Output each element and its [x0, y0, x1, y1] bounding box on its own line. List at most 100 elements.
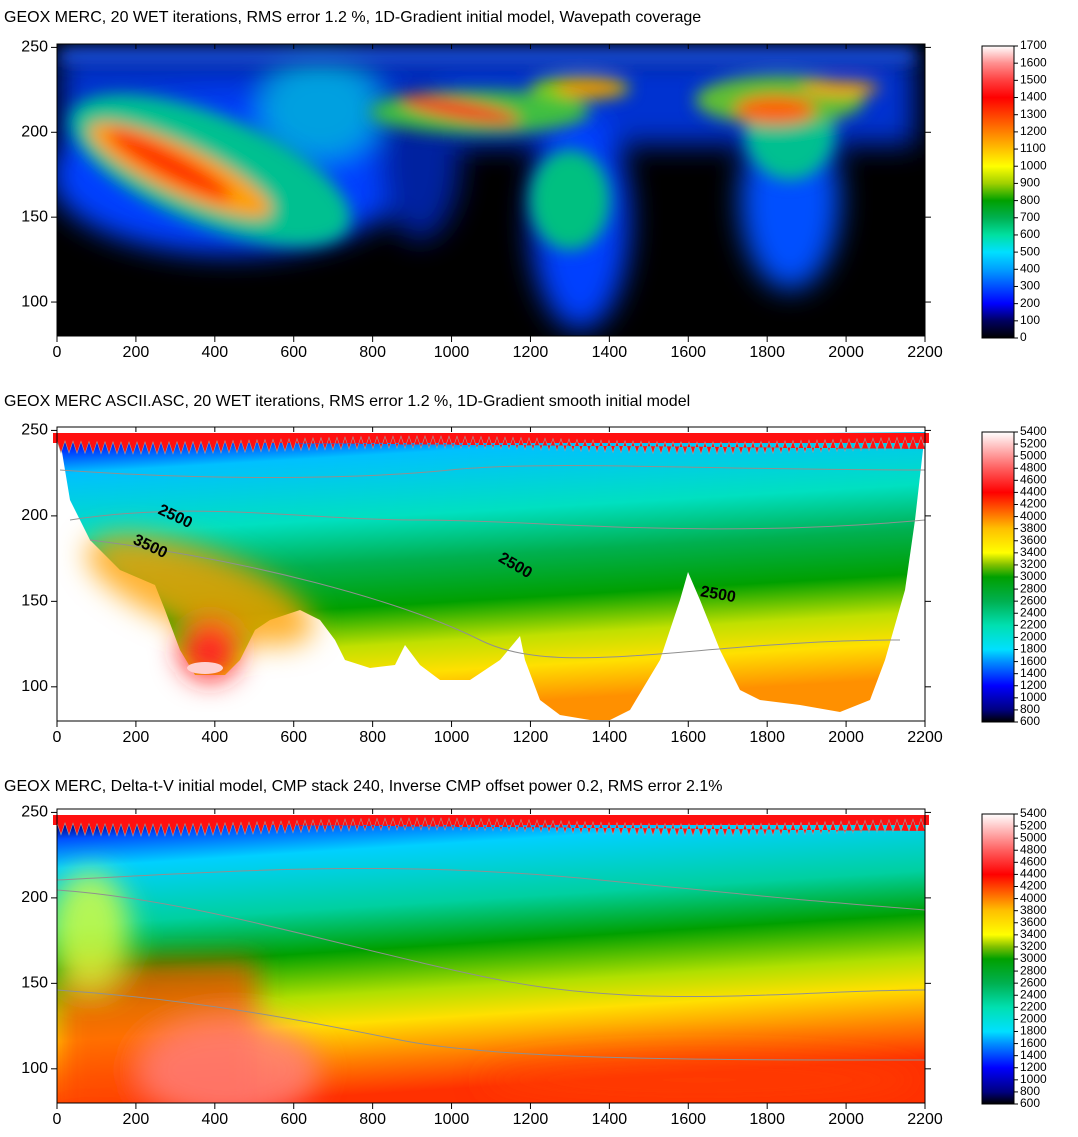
colorbar-tick-label: 1400: [1020, 90, 1047, 104]
colorbar-tick-label: 3800: [1020, 903, 1047, 917]
y-tick-label: 200: [21, 123, 48, 140]
y-tick-label: 250: [21, 804, 48, 821]
colorbar-tick-label: 5400: [1020, 424, 1047, 438]
colorbar-tick-label: 1200: [1020, 124, 1047, 138]
colorbar-tick-label: 4200: [1020, 879, 1047, 893]
x-tick-label: 1400: [592, 729, 628, 746]
y-tick-label: 150: [21, 975, 48, 992]
x-tick-label: 200: [123, 729, 150, 746]
colorbar-tick-label: 3800: [1020, 521, 1047, 535]
colorbar-tick-label: 800: [1020, 193, 1040, 207]
x-tick-label: 0: [53, 344, 62, 361]
x-tick-label: 1000: [434, 729, 470, 746]
colorbar-tick-label: 600: [1020, 714, 1040, 728]
chart-title: GEOX MERC, Delta-t-V initial model, CMP …: [4, 778, 722, 795]
receiver-markers: [56, 435, 926, 455]
colorbar-tick-label: 900: [1020, 176, 1040, 190]
colorbar-tick-label: 0: [1020, 330, 1027, 344]
x-tick-label: 1200: [513, 729, 549, 746]
x-tick-label: 600: [280, 344, 307, 361]
x-tick-label: 1200: [513, 344, 549, 361]
x-tick-label: 800: [359, 729, 386, 746]
x-tick-label: 2200: [907, 729, 943, 746]
colorbar-tick-label: 3000: [1020, 951, 1047, 965]
colorbar-tick-label: 3200: [1020, 557, 1047, 571]
colorbar-tick-label: 4800: [1020, 842, 1047, 856]
colorbar-tick-label: 1600: [1020, 654, 1047, 668]
colorbar-tick-label: 1800: [1020, 642, 1047, 656]
x-tick-label: 1400: [592, 344, 628, 361]
colorbar-tick-label: 5200: [1020, 436, 1047, 450]
colorbar-tick-label: 3600: [1020, 915, 1047, 929]
colorbar-tick-label: 1400: [1020, 1048, 1047, 1062]
x-tick-label: 1800: [749, 344, 785, 361]
x-tick-label: 2000: [828, 729, 864, 746]
velocity-image: [59, 432, 925, 720]
receiver-band: [53, 815, 929, 825]
x-tick-label: 400: [201, 344, 228, 361]
x-tick-label: 1400: [592, 1111, 628, 1128]
colorbar-tick-label: 800: [1020, 1084, 1040, 1098]
x-tick-label: 1600: [670, 1111, 706, 1128]
colorbar-tick-label: 2600: [1020, 593, 1047, 607]
colorbar-tick-label: 5200: [1020, 818, 1047, 832]
coverage-image: [57, 44, 925, 336]
x-tick-label: 2200: [907, 344, 943, 361]
colorbar-tick-label: 5000: [1020, 830, 1047, 844]
colorbar-tick-label: 4000: [1020, 891, 1047, 905]
colorbar-tick-label: 2400: [1020, 987, 1047, 1001]
colorbar-tick-label: 5000: [1020, 448, 1047, 462]
x-tick-label: 200: [123, 344, 150, 361]
x-tick-label: 1600: [670, 344, 706, 361]
x-tick-label: 2000: [828, 1111, 864, 1128]
colorbar-tick-label: 4600: [1020, 473, 1047, 487]
x-tick-label: 200: [123, 1111, 150, 1128]
y-tick-label: 150: [21, 593, 48, 610]
plot-frame: [56, 43, 926, 337]
x-tick-label: 400: [201, 1111, 228, 1128]
x-tick-label: 600: [280, 1111, 307, 1128]
colorbar-tick-label: 2800: [1020, 963, 1047, 977]
colorbar-tick-label: 1200: [1020, 678, 1047, 692]
colorbar-tick-label: 600: [1020, 227, 1040, 241]
x-tick-label: 0: [53, 1111, 62, 1128]
colorbar-tick-label: 300: [1020, 279, 1040, 293]
x-tick-label: 1800: [749, 1111, 785, 1128]
x-tick-label: 1600: [670, 729, 706, 746]
x-tick-label: 800: [359, 1111, 386, 1128]
colorbar-tick-label: 1600: [1020, 1036, 1047, 1050]
colorbar-tick-label: 700: [1020, 210, 1040, 224]
colorbar-tick-label: 2000: [1020, 630, 1047, 644]
colorbar-tick-label: 1200: [1020, 1060, 1047, 1074]
y-tick-label: 100: [21, 678, 48, 695]
colorbar-tick-label: 500: [1020, 244, 1040, 258]
colorbar-tick-label: 3400: [1020, 927, 1047, 941]
receiver-band: [53, 433, 929, 443]
colorbar-tick-label: 4000: [1020, 509, 1047, 523]
colorbar: [981, 431, 1015, 723]
colorbar-tick-label: 3200: [1020, 939, 1047, 953]
colorbar-tick-label: 4400: [1020, 867, 1047, 881]
colorbar-tick-label: 1000: [1020, 690, 1047, 704]
colorbar-tick-label: 600: [1020, 1096, 1040, 1110]
velocity-image: [57, 825, 925, 1103]
x-tick-label: 1000: [434, 344, 470, 361]
x-tick-label: 1000: [434, 1111, 470, 1128]
receiver-markers: [56, 817, 926, 837]
chart-title: GEOX MERC ASCII.ASC, 20 WET iterations, …: [4, 393, 690, 410]
colorbar-tick-label: 2400: [1020, 605, 1047, 619]
colorbar-tick-label: 3000: [1020, 569, 1047, 583]
contour-label: 2500: [699, 583, 737, 606]
colorbar-tick-label: 1400: [1020, 666, 1047, 680]
chart-title: GEOX MERC, 20 WET iterations, RMS error …: [4, 9, 701, 26]
colorbar-tick-label: 100: [1020, 313, 1040, 327]
colorbar-tick-label: 4200: [1020, 497, 1047, 511]
colorbar-tick-label: 1600: [1020, 55, 1047, 69]
colorbar-tick-label: 4800: [1020, 460, 1047, 474]
colorbar-tick-label: 1700: [1020, 38, 1047, 52]
y-tick-label: 100: [21, 293, 48, 310]
colorbar: [981, 813, 1015, 1105]
colorbar-tick-label: 1500: [1020, 73, 1047, 87]
colorbar-tick-label: 2200: [1020, 618, 1047, 632]
